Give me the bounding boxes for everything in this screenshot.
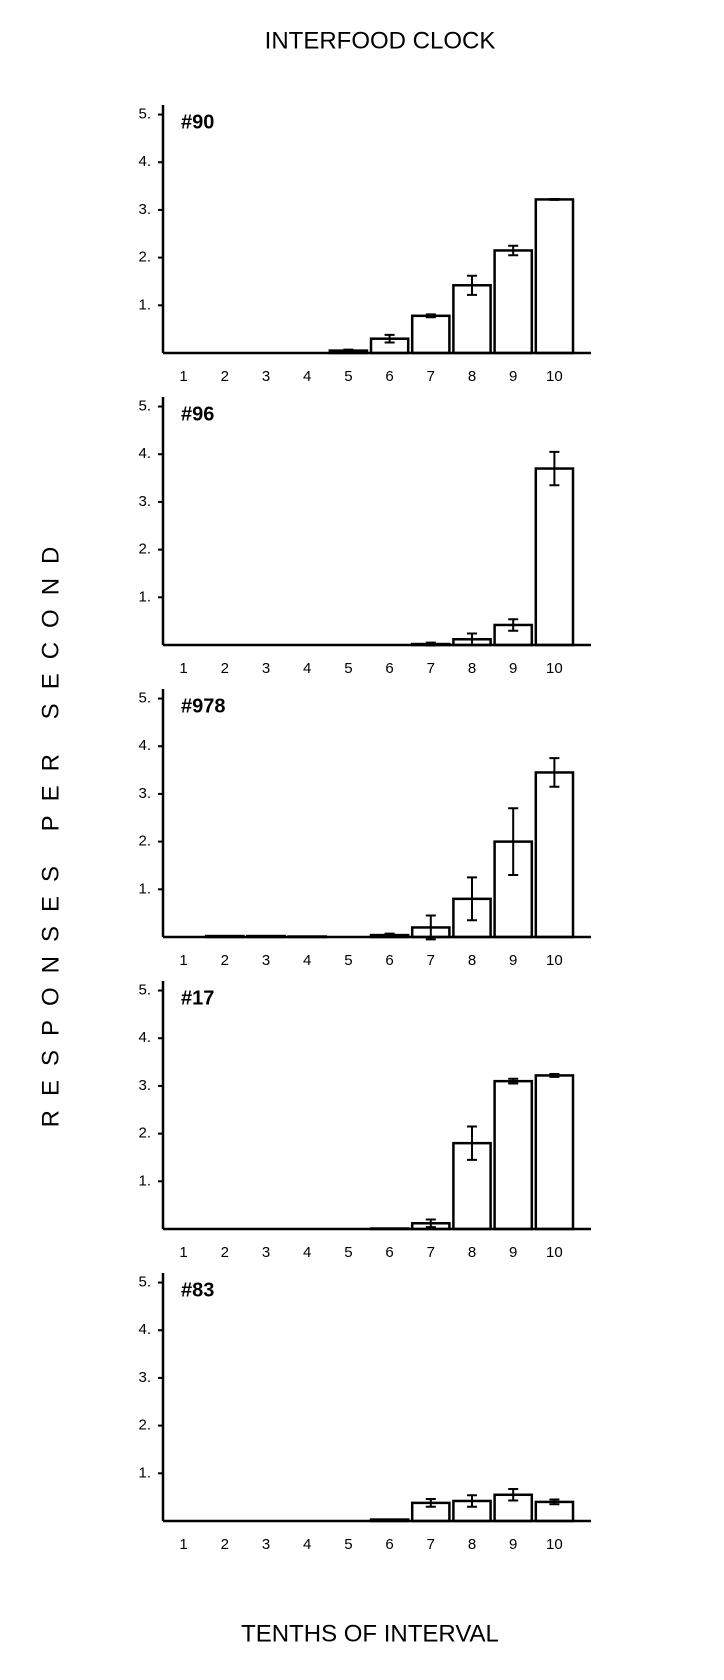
error-bar (343, 350, 353, 352)
y-tick-label: 5. (138, 398, 151, 415)
x-tick-label: 6 (385, 660, 393, 677)
panel-label: #90 (181, 111, 214, 133)
x-tick-label: 2 (221, 1536, 229, 1553)
x-axis-label: TENTHS OF INTERVAL (241, 1620, 499, 1647)
y-tick-label: 2. (138, 1417, 151, 1434)
x-tick-label: 10 (546, 1536, 563, 1553)
x-tick-label: 4 (303, 1536, 311, 1553)
y-tick-label: 4. (138, 737, 151, 754)
x-tick-label: 10 (546, 952, 563, 969)
y-tick-label: 1. (138, 296, 151, 313)
y-tick-label: 3. (138, 785, 151, 802)
x-tick-label: 2 (221, 952, 229, 969)
y-tick-label: 1. (138, 588, 151, 605)
x-tick-label: 3 (262, 368, 270, 385)
x-tick-label: 8 (468, 368, 476, 385)
y-tick-label: 4. (138, 153, 151, 170)
bar (536, 199, 573, 353)
y-tick-label: 3. (138, 201, 151, 218)
panel-label: #17 (181, 987, 214, 1009)
bar (495, 250, 532, 353)
panel-label: #83 (181, 1279, 214, 1301)
y-tick-label: 2. (138, 833, 151, 850)
x-tick-label: 7 (427, 660, 435, 677)
x-tick-label: 10 (546, 368, 563, 385)
x-tick-label: 10 (546, 660, 563, 677)
bar (536, 1075, 573, 1229)
x-tick-label: 1 (179, 1536, 187, 1553)
x-tick-label: 4 (303, 952, 311, 969)
x-tick-label: 9 (509, 952, 517, 969)
y-tick-label: 4. (138, 1029, 151, 1046)
x-tick-label: 3 (262, 660, 270, 677)
x-tick-label: 8 (468, 952, 476, 969)
x-tick-label: 9 (509, 1244, 517, 1261)
y-tick-label: 5. (138, 690, 151, 707)
x-tick-label: 5 (344, 952, 352, 969)
y-tick-label: 1. (138, 880, 151, 897)
x-tick-label: 2 (221, 660, 229, 677)
x-tick-label: 9 (509, 660, 517, 677)
y-tick-label: 5. (138, 1274, 151, 1291)
y-tick-label: 2. (138, 541, 151, 558)
y-tick-label: 5. (138, 106, 151, 123)
bar (536, 469, 573, 645)
y-tick-label: 3. (138, 493, 151, 510)
x-tick-label: 3 (262, 1536, 270, 1553)
bar (412, 316, 449, 353)
x-tick-label: 5 (344, 660, 352, 677)
x-tick-label: 6 (385, 1536, 393, 1553)
x-tick-label: 5 (344, 368, 352, 385)
y-tick-label: 1. (138, 1172, 151, 1189)
y-tick-label: 1. (138, 1464, 151, 1481)
x-tick-label: 1 (179, 952, 187, 969)
x-tick-label: 8 (468, 1244, 476, 1261)
figure-title: INTERFOOD CLOCK (265, 27, 496, 54)
x-tick-label: 4 (303, 1244, 311, 1261)
x-tick-label: 5 (344, 1244, 352, 1261)
x-tick-label: 7 (427, 952, 435, 969)
y-axis-label: RESPONSES PER SECOND (37, 533, 64, 1128)
x-tick-label: 1 (179, 368, 187, 385)
x-tick-label: 9 (509, 368, 517, 385)
y-tick-label: 2. (138, 249, 151, 266)
x-tick-label: 9 (509, 1536, 517, 1553)
x-tick-label: 1 (179, 1244, 187, 1261)
panel-label: #96 (181, 403, 214, 425)
bar (536, 772, 573, 937)
bar (495, 1081, 532, 1229)
x-tick-label: 7 (427, 1244, 435, 1261)
panel-label: #978 (181, 695, 226, 717)
y-tick-label: 4. (138, 445, 151, 462)
x-tick-label: 3 (262, 1244, 270, 1261)
x-tick-label: 8 (468, 660, 476, 677)
x-tick-label: 7 (427, 368, 435, 385)
x-tick-label: 3 (262, 952, 270, 969)
x-tick-label: 2 (221, 368, 229, 385)
x-tick-label: 6 (385, 368, 393, 385)
x-tick-label: 4 (303, 368, 311, 385)
x-tick-label: 4 (303, 660, 311, 677)
y-tick-label: 2. (138, 1125, 151, 1142)
x-tick-label: 5 (344, 1536, 352, 1553)
x-tick-label: 6 (385, 1244, 393, 1261)
x-tick-label: 6 (385, 952, 393, 969)
x-tick-label: 2 (221, 1244, 229, 1261)
x-tick-label: 1 (179, 660, 187, 677)
x-tick-label: 8 (468, 1536, 476, 1553)
y-tick-label: 3. (138, 1077, 151, 1094)
y-tick-label: 5. (138, 982, 151, 999)
x-tick-label: 7 (427, 1536, 435, 1553)
error-bar (549, 199, 559, 200)
x-tick-label: 10 (546, 1244, 563, 1261)
y-tick-label: 4. (138, 1321, 151, 1338)
y-tick-label: 3. (138, 1369, 151, 1386)
